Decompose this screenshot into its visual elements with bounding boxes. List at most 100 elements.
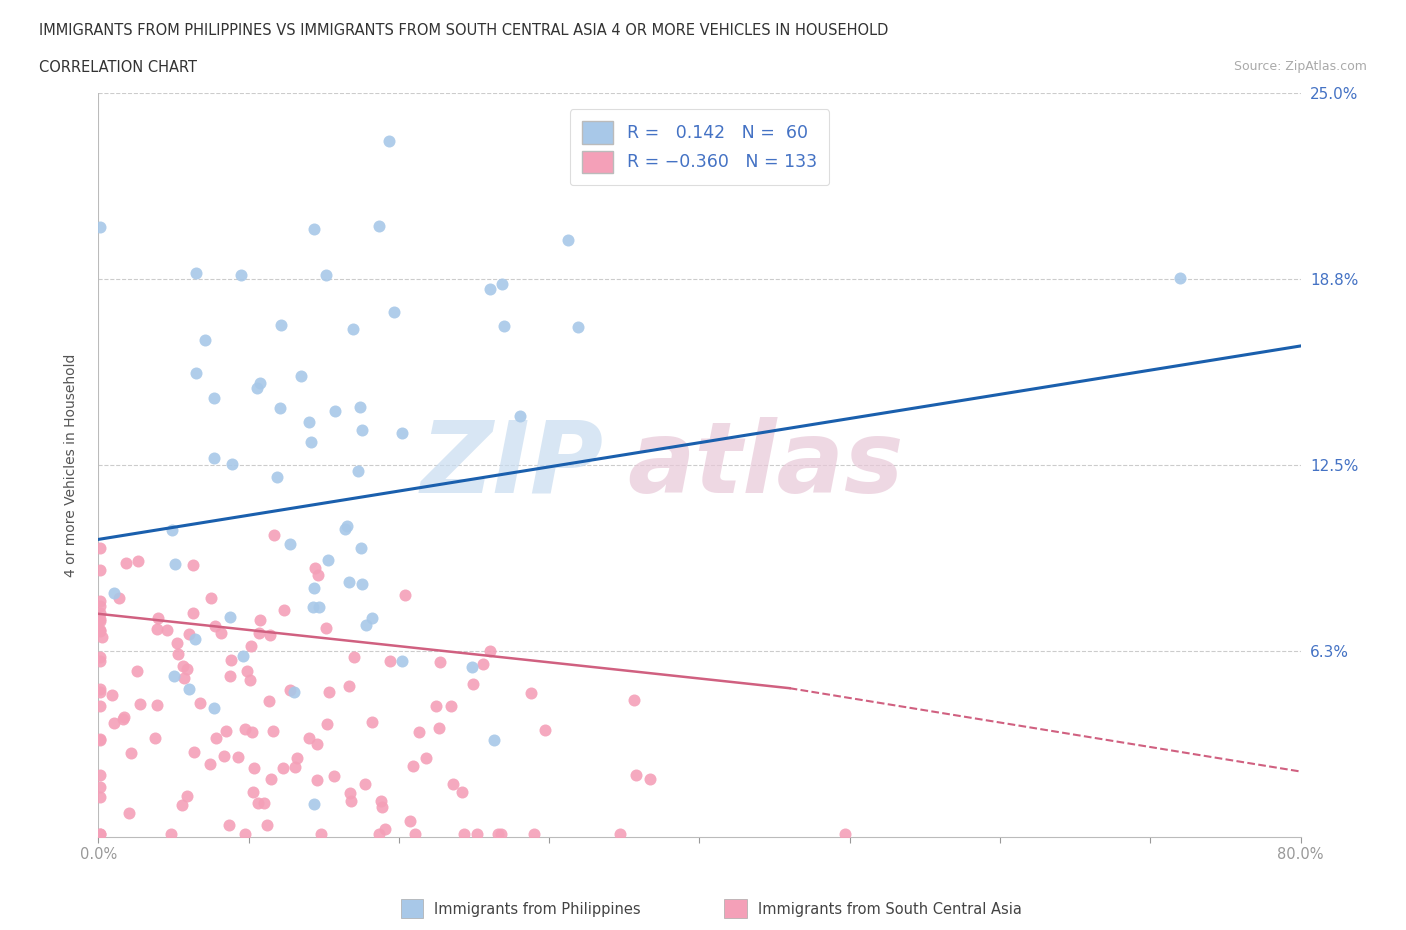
Point [323, 404, 346, 418]
Point [343, 650, 366, 665]
Point [89, 779, 111, 794]
Point [391, 425, 413, 440]
Point [200, 757, 222, 772]
Point [172, 798, 194, 813]
Point [89, 684, 111, 699]
Point [404, 827, 426, 842]
Point [472, 657, 495, 671]
Point [262, 724, 284, 738]
Point [160, 523, 183, 538]
Point [89, 681, 111, 696]
Point [115, 556, 138, 571]
Point [340, 794, 363, 809]
Point [492, 318, 515, 333]
Point [89, 622, 111, 637]
Point [231, 268, 253, 283]
Point [176, 662, 198, 677]
Point [486, 827, 509, 842]
Point [181, 557, 204, 572]
Point [236, 664, 259, 679]
Point [204, 618, 226, 633]
Point [89, 732, 111, 747]
Point [112, 710, 135, 724]
Point [89, 649, 111, 664]
Point [337, 575, 360, 590]
Point [156, 623, 179, 638]
Point [478, 644, 501, 658]
Point [218, 817, 240, 832]
Point [89, 654, 111, 669]
Point [218, 609, 240, 624]
Point [626, 767, 648, 782]
Point [429, 655, 451, 670]
Point [89, 827, 111, 842]
Point [534, 723, 557, 737]
Point [378, 133, 401, 148]
Point [290, 369, 312, 384]
Point [184, 266, 207, 281]
Point [112, 711, 135, 726]
Point [148, 611, 170, 626]
Point [342, 322, 364, 337]
Point [360, 610, 382, 625]
Point [298, 414, 321, 429]
Point [339, 786, 361, 801]
Point [283, 684, 305, 699]
Point [145, 622, 167, 637]
Point [202, 701, 225, 716]
Point [89, 611, 111, 626]
Point [415, 751, 437, 765]
Point [299, 435, 322, 450]
Point [103, 586, 125, 601]
Point [302, 580, 325, 595]
Text: CORRELATION CHART: CORRELATION CHART [39, 60, 197, 75]
Point [179, 682, 201, 697]
Point [89, 613, 111, 628]
Legend: R =   0.142   N =  60, R = −0.360   N = 133: R = 0.142 N = 60, R = −0.360 N = 133 [569, 109, 830, 185]
Point [380, 654, 402, 669]
Point [259, 627, 281, 642]
Point [308, 600, 330, 615]
Point [309, 827, 332, 842]
Point [120, 746, 142, 761]
Point [302, 796, 325, 811]
Point [143, 730, 166, 745]
Point [89, 827, 111, 842]
Point [89, 699, 111, 714]
Point [367, 827, 389, 842]
Point [354, 618, 377, 632]
Point [567, 319, 589, 334]
Point [465, 827, 488, 842]
Point [440, 698, 463, 713]
Point [304, 561, 326, 576]
Point [193, 333, 215, 348]
Point [315, 716, 337, 731]
Point [408, 724, 430, 739]
Point [399, 814, 422, 829]
Point [1170, 270, 1192, 285]
Point [249, 613, 271, 628]
Point [336, 519, 359, 534]
Point [352, 577, 374, 591]
Point [429, 721, 451, 736]
Point [638, 772, 661, 787]
Point [463, 677, 485, 692]
Point [247, 796, 270, 811]
Point [478, 282, 501, 297]
Point [202, 450, 225, 465]
Point [269, 401, 291, 416]
Point [89, 606, 111, 621]
Point [307, 737, 329, 752]
Point [482, 733, 505, 748]
Point [425, 698, 447, 713]
Point [188, 696, 211, 711]
Point [233, 722, 256, 737]
Point [302, 600, 325, 615]
Point [108, 591, 131, 605]
Point [491, 277, 513, 292]
Point [101, 688, 124, 703]
Point [89, 624, 111, 639]
Point [333, 522, 356, 537]
Point [315, 268, 337, 283]
Point [183, 745, 205, 760]
